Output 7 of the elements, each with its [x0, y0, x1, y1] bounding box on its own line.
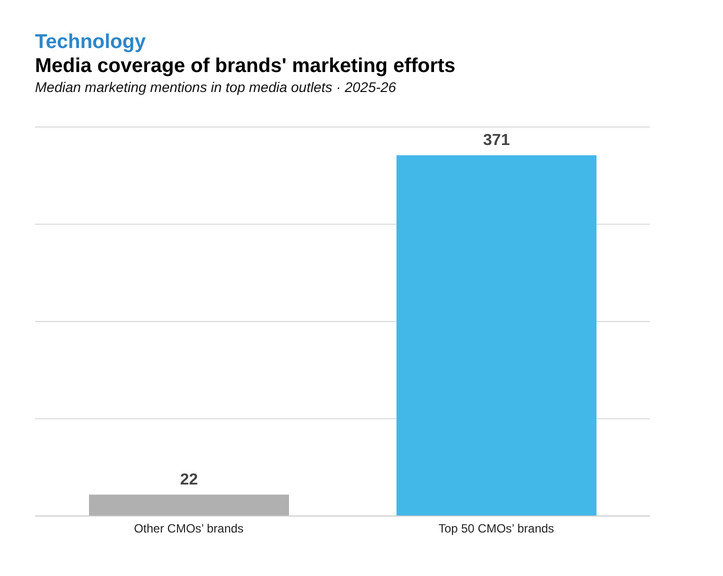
- text: Technology: [35, 30, 147, 54]
- x-tick-label: Top 50 CMOs’ brands: [438, 522, 554, 536]
- chart-subtitle: Median marketing mentions in top media outlets · 2025-26: [35, 78, 398, 96]
- x-tick-label: Other CMOs’ brands: [134, 522, 244, 536]
- data-label: 371: [483, 132, 510, 150]
- data-label: 22: [180, 472, 198, 489]
- chart-title: Media coverage of brands' marketing efforts: [35, 54, 456, 78]
